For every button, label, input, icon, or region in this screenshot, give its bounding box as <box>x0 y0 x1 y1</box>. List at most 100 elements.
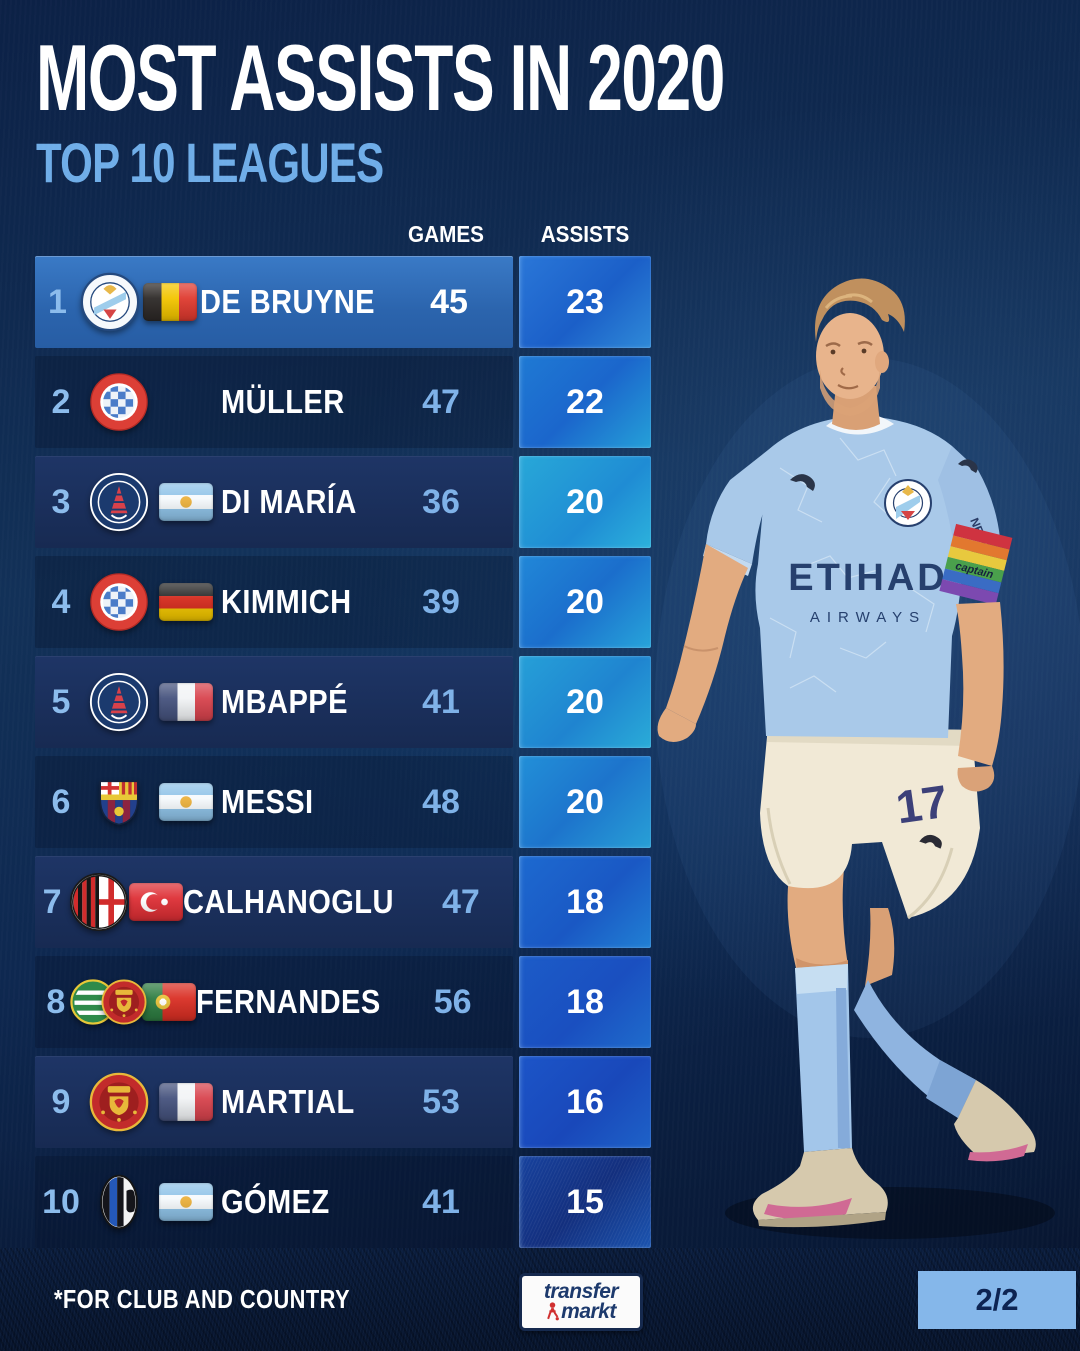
assists-cell: 22 <box>519 356 651 448</box>
club-badges <box>87 772 151 832</box>
assists-value: 18 <box>566 882 604 921</box>
games-value: 41 <box>422 682 460 721</box>
manchester-united-badge-icon <box>89 1072 149 1132</box>
games-value: 39 <box>422 582 460 621</box>
row-main: 9 MARTIAL 53 <box>35 1056 513 1148</box>
germany-flag-icon <box>159 583 213 621</box>
club-badges <box>87 372 151 432</box>
player-arms <box>657 544 1004 792</box>
brand-line2: markt <box>561 1300 616 1323</box>
assists-cell: 23 <box>519 256 651 348</box>
assists-cell: 20 <box>519 656 651 748</box>
player-name: GÓMEZ <box>221 1183 330 1220</box>
portugal-flag-icon <box>141 983 196 1021</box>
club-badges <box>87 572 151 632</box>
player-name: MBAPPÉ <box>221 683 348 720</box>
table-row: 10 GÓMEZ 41 <box>35 1156 651 1248</box>
transfermarkt-kicker-icon <box>547 1302 560 1321</box>
shirt-crest <box>884 479 932 527</box>
rank-label: 8 <box>46 982 66 1021</box>
player-name: MESSI <box>221 783 314 820</box>
assists-value: 20 <box>566 782 604 821</box>
argentina-flag-icon <box>159 783 213 821</box>
games-value: 41 <box>422 1182 460 1221</box>
player-photo-de-bruyne: 17 ETIHAD AIRWAYS NEXEN <box>655 278 1080 1239</box>
rank-label: 3 <box>51 482 71 521</box>
player-name: MARTIAL <box>221 1083 355 1120</box>
flag-box <box>140 283 200 321</box>
column-header-games: GAMES <box>408 221 484 247</box>
club-badges <box>80 272 140 332</box>
table-row: 9 MARTIAL 53 16 <box>35 1056 651 1148</box>
psg-badge-icon <box>89 472 149 532</box>
player-name: FERNANDES <box>196 983 382 1020</box>
club-badges <box>87 1172 151 1232</box>
games-value: 48 <box>422 782 460 821</box>
psg-badge-icon <box>89 672 149 732</box>
brand-line1: transfer <box>543 1280 619 1304</box>
rank-label: 2 <box>51 382 71 421</box>
table-row: 4 KIMMICH 39 <box>35 556 651 648</box>
manchester-united-badge-icon <box>101 979 147 1025</box>
assists-value: 20 <box>566 582 604 621</box>
rank-label: 6 <box>51 782 71 821</box>
flag-box <box>151 1183 221 1221</box>
france-flag-icon <box>159 683 213 721</box>
assists-value: 20 <box>566 482 604 521</box>
player-name: DI MARÍA <box>221 483 357 520</box>
page-title: MOST ASSISTS IN 2020 <box>36 25 725 130</box>
shorts-number: 17 <box>893 775 951 834</box>
club-badges <box>87 672 151 732</box>
assists-value: 16 <box>566 1082 604 1121</box>
player-name: DE BRUYNE <box>200 283 376 320</box>
flag-box <box>151 583 221 621</box>
club-badges <box>70 979 147 1025</box>
column-header-assists: ASSISTS <box>540 221 630 247</box>
games-value: 45 <box>430 282 468 321</box>
player-name: CALHANOGLU <box>183 883 395 920</box>
assists-cell: 15 <box>519 1156 651 1248</box>
rank-label: 9 <box>51 1082 71 1121</box>
page-subtitle: TOP 10 LEAGUES <box>36 131 384 194</box>
row-main: 10 GÓMEZ 41 <box>35 1156 513 1248</box>
flag-box <box>141 983 197 1021</box>
table-row: 8 <box>35 956 651 1048</box>
flag-box <box>151 1083 221 1121</box>
assists-value: 15 <box>566 1182 604 1221</box>
assists-cell: 20 <box>519 756 651 848</box>
row-main: 6 <box>35 756 513 848</box>
assists-cell: 18 <box>519 956 651 1048</box>
argentina-flag-icon <box>159 1183 213 1221</box>
games-value: 56 <box>433 982 472 1021</box>
player-front-leg <box>752 964 888 1228</box>
club-badges <box>87 1072 151 1132</box>
barcelona-badge-icon <box>99 780 139 826</box>
club-badges <box>87 472 151 532</box>
row-main: 1 DE BRUYNE 45 <box>35 256 513 348</box>
rank-label: 4 <box>51 582 71 621</box>
row-main: 2 MÜLLER 47 <box>35 356 513 448</box>
row-main: 8 <box>35 956 513 1048</box>
club-badges <box>69 872 129 932</box>
turkey-flag-icon <box>129 883 184 921</box>
assists-value: 18 <box>566 982 604 1021</box>
ac-milan-badge-icon <box>70 872 129 932</box>
page-indicator-badge: 2/2 <box>918 1271 1076 1329</box>
player-name: KIMMICH <box>221 583 352 620</box>
table-row: 6 <box>35 756 651 848</box>
table-row: 7 <box>35 856 651 948</box>
row-main: 7 <box>35 856 513 948</box>
argentina-flag-icon <box>159 483 213 521</box>
rank-label: 7 <box>42 882 62 921</box>
table-row: 5 MBAPPÉ 41 20 <box>35 656 651 748</box>
games-value: 36 <box>422 482 460 521</box>
rank-label: 5 <box>51 682 71 721</box>
assists-cell: 20 <box>519 556 651 648</box>
flag-box <box>129 883 184 921</box>
player-name: MÜLLER <box>221 383 345 420</box>
france-flag-icon <box>159 1083 213 1121</box>
assists-cell: 16 <box>519 1056 651 1148</box>
shirt-sponsor-line2: AIRWAYS <box>810 609 926 626</box>
assists-cell: 18 <box>519 856 651 948</box>
assists-table: 1 DE BRUYNE 45 23 2 <box>35 256 651 1256</box>
